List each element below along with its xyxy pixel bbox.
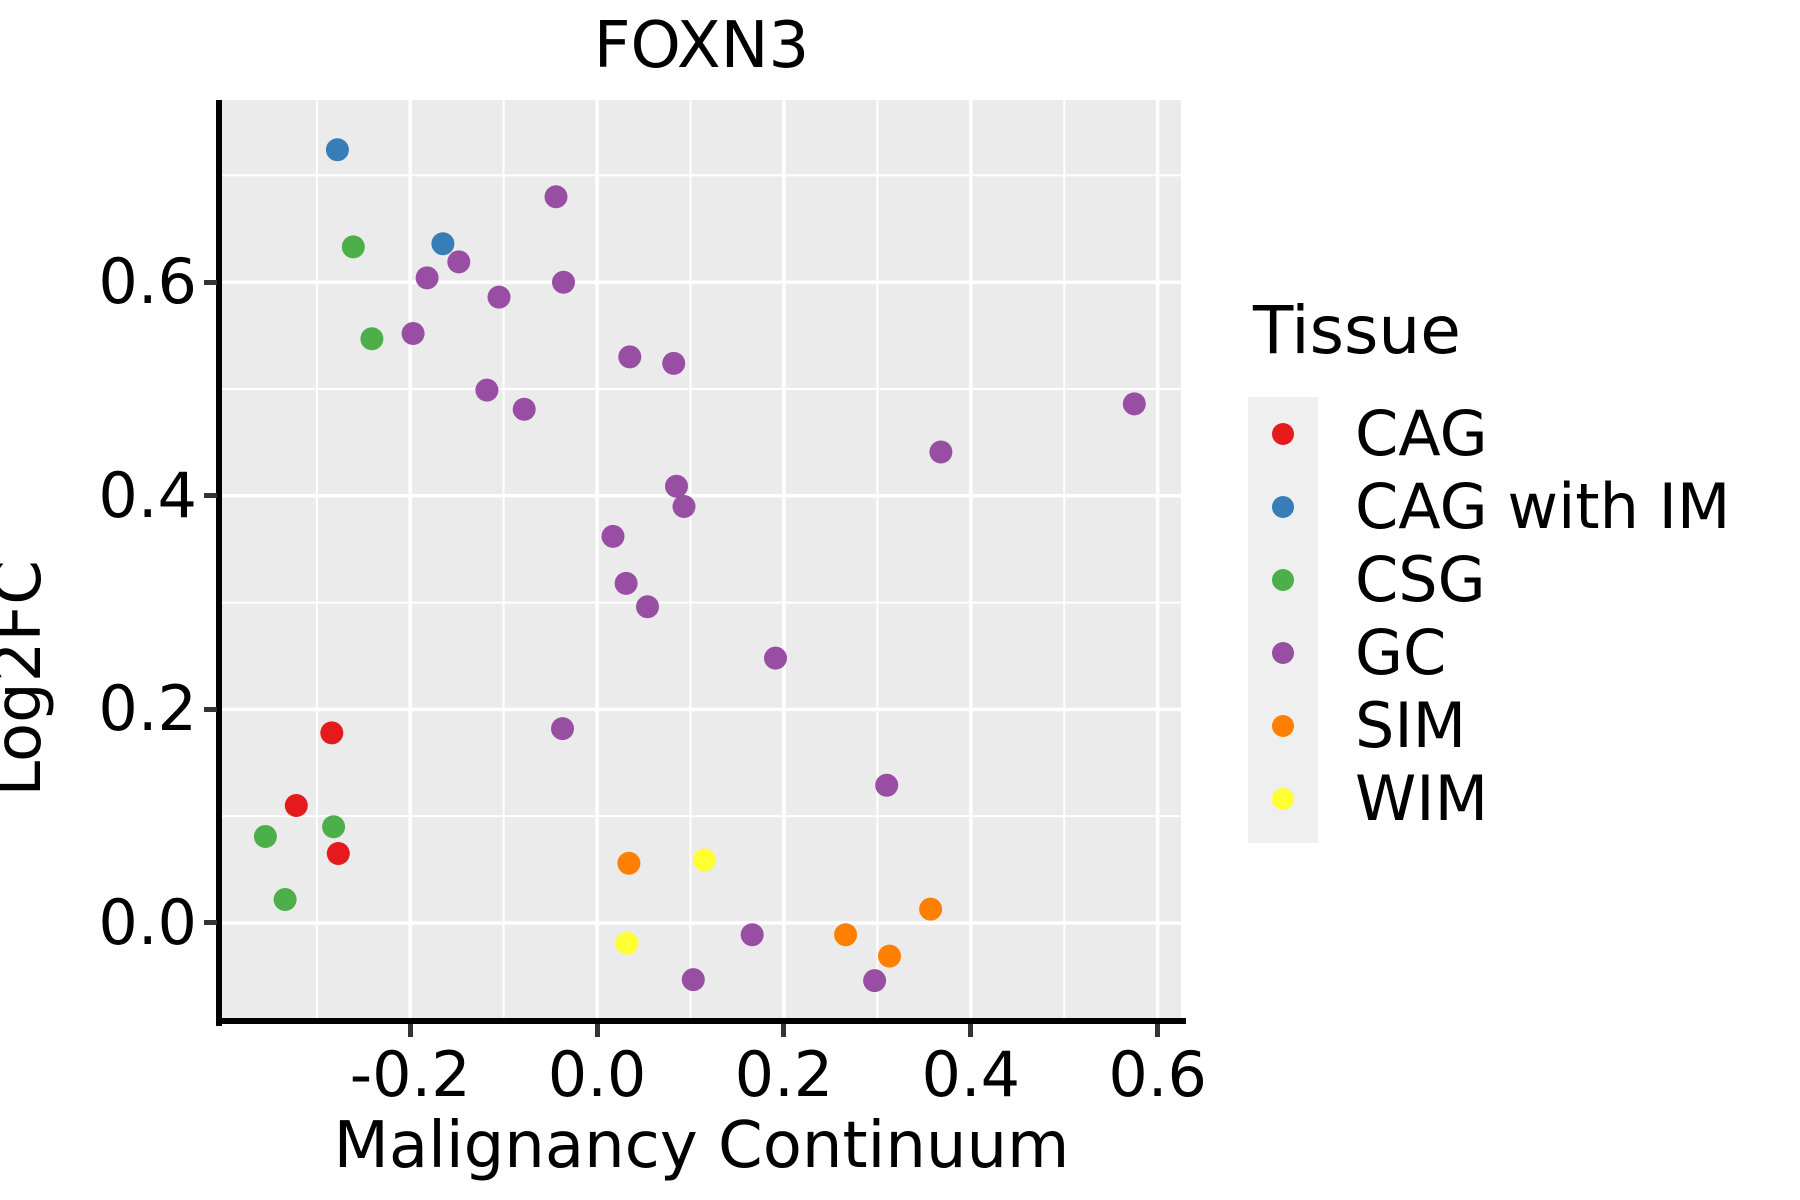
data-point-csg xyxy=(322,815,346,839)
x-tick-label: 0.6 xyxy=(1108,1038,1207,1111)
data-point-csg xyxy=(253,825,277,848)
data-point-wim xyxy=(693,848,716,872)
y-axis-spine xyxy=(216,100,222,1026)
x-axis-spine xyxy=(216,1018,1186,1024)
legend-swatch-icon xyxy=(1272,715,1294,737)
y-tick-label: 0.0 xyxy=(98,885,197,959)
legend-swatch-icon xyxy=(1272,423,1294,445)
legend-entry-label: CSG xyxy=(1355,543,1486,616)
data-point-sim xyxy=(834,923,858,947)
x-axis-title: Malignancy Continuum xyxy=(333,1109,1070,1183)
data-point-gc xyxy=(665,474,688,498)
data-point-csg xyxy=(341,235,365,259)
x-tick-mark xyxy=(594,1024,600,1037)
legend-entry-label: CAG xyxy=(1355,397,1488,470)
x-tick-mark xyxy=(781,1024,787,1037)
x-tick-label: -0.2 xyxy=(349,1038,471,1111)
data-point-gc xyxy=(863,969,887,993)
data-point-csg xyxy=(360,327,384,351)
data-point-gc xyxy=(401,322,425,345)
y-tick-label: 0.4 xyxy=(98,458,197,532)
data-point-cag xyxy=(320,721,344,745)
legend-swatch-icon xyxy=(1272,569,1294,591)
data-point-gc xyxy=(551,717,574,741)
plot-title: FOXN3 xyxy=(593,9,810,83)
y-axis-title-text: Log2FC xyxy=(0,560,56,797)
data-point-gc xyxy=(662,351,686,375)
plot-panel xyxy=(222,100,1181,1021)
legend-entry-label: WIM xyxy=(1355,762,1489,835)
x-tick-label: 0.2 xyxy=(734,1038,834,1111)
legend-swatch-icon xyxy=(1272,642,1294,664)
y-tick-mark xyxy=(204,279,217,285)
data-point-gc xyxy=(1122,392,1146,416)
legend-key-background xyxy=(1248,397,1318,843)
legend-entry-label: SIM xyxy=(1355,689,1467,762)
y-tick-label: 0.6 xyxy=(98,245,197,319)
legend-entry-label: CAG with IM xyxy=(1355,470,1731,543)
legend-entry-label: GC xyxy=(1355,616,1447,689)
data-point-gc xyxy=(875,773,899,797)
data-point-gc xyxy=(601,524,625,548)
data-point-sim xyxy=(919,897,943,921)
data-point-gc xyxy=(929,440,953,464)
x-tick-label: 0.0 xyxy=(547,1038,647,1111)
data-point-cag xyxy=(326,842,350,865)
data-point-gc xyxy=(740,923,764,947)
data-point-gc xyxy=(764,646,787,670)
legend-swatch-icon xyxy=(1272,496,1294,518)
x-tick-mark xyxy=(968,1024,974,1037)
data-point-gc xyxy=(681,968,705,992)
data-point-gc xyxy=(512,397,536,421)
x-tick-label: 0.4 xyxy=(921,1038,1021,1111)
data-point-gc xyxy=(544,185,568,209)
y-tick-label: 0.2 xyxy=(98,672,197,746)
scatter-svg xyxy=(222,100,1181,1021)
x-tick-mark xyxy=(407,1024,413,1037)
data-point-gc xyxy=(552,270,575,294)
data-point-gc xyxy=(636,595,659,619)
data-point-gc xyxy=(415,266,439,290)
data-point-csg xyxy=(273,888,297,911)
data-point-cag-with-im xyxy=(431,232,455,256)
legend-title: Tissue xyxy=(1253,292,1461,369)
data-point-gc xyxy=(672,495,696,518)
data-point-gc xyxy=(614,571,638,595)
data-point-gc xyxy=(618,345,642,369)
legend-swatch-icon xyxy=(1272,788,1294,810)
data-point-wim xyxy=(615,931,639,955)
data-point-gc xyxy=(447,250,471,274)
y-tick-mark xyxy=(204,706,217,712)
data-point-sim xyxy=(878,944,901,968)
y-tick-mark xyxy=(204,920,217,926)
data-point-cag-with-im xyxy=(325,138,349,162)
data-point-gc xyxy=(487,285,511,309)
data-point-cag xyxy=(284,794,308,817)
x-tick-mark xyxy=(1155,1024,1161,1037)
y-tick-mark xyxy=(204,493,217,499)
data-point-sim xyxy=(617,851,641,875)
data-point-gc xyxy=(475,378,499,402)
